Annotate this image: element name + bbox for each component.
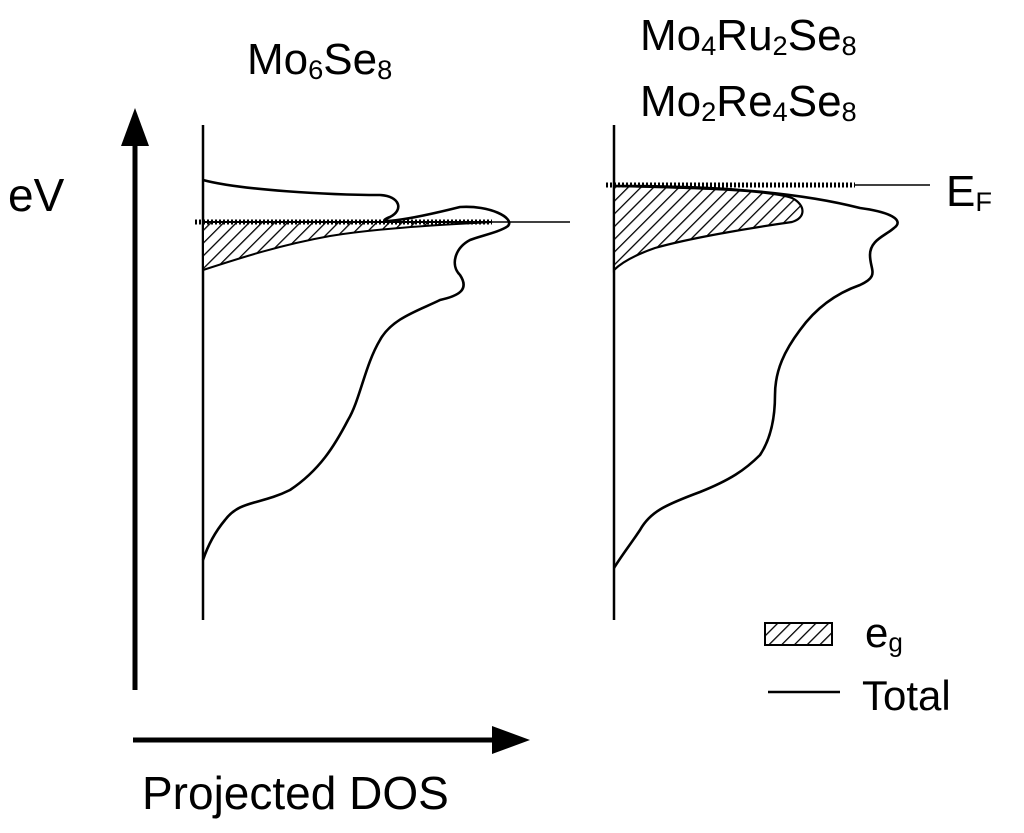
formula-part: Se (787, 77, 842, 126)
dos-axis-arrowhead (492, 726, 530, 754)
formula-part: Mo (640, 77, 702, 126)
left-total-dos-curve (201, 178, 511, 561)
formula-part: 6 (308, 53, 324, 85)
formula-part: 8 (377, 53, 393, 85)
formula-part: 4 (772, 95, 788, 127)
fermi-label-sub: F (975, 185, 993, 217)
formula-part: Se (787, 11, 842, 60)
formula-part: 2 (701, 95, 717, 127)
fermi-level-label: EF (946, 167, 993, 217)
right-panel-title-1: Mo4Ru2Se8 (640, 11, 857, 61)
formula-part: Re (716, 77, 773, 126)
y-axis-label: eV (8, 169, 65, 221)
right-total-dos-curve (612, 184, 899, 569)
legend-eg-sub: g (888, 627, 903, 658)
legend-total-label: Total (862, 672, 951, 719)
formula-part: Ru (716, 11, 773, 60)
formula-part: 8 (841, 29, 857, 61)
formula-part: 2 (772, 29, 788, 61)
formula-part: Mo (247, 35, 309, 84)
formula-part: 4 (701, 29, 717, 61)
energy-axis-arrowhead (121, 108, 149, 146)
left-eg-shaded-area (202, 221, 493, 272)
legend-eg-main: e (865, 609, 889, 656)
right-eg-shaded-area (612, 184, 804, 273)
fermi-label-main: E (946, 167, 976, 216)
formula-part: 8 (841, 95, 857, 127)
x-axis-label: Projected DOS (142, 767, 449, 819)
right-panel-title-2: Mo2Re4Se8 (640, 77, 857, 127)
left-panel-title: Mo6Se8 (247, 35, 393, 85)
legend-eg-swatch (764, 622, 833, 646)
formula-part: Mo (640, 11, 702, 60)
formula-part: Se (323, 35, 378, 84)
legend-eg-label: eg (865, 609, 903, 656)
